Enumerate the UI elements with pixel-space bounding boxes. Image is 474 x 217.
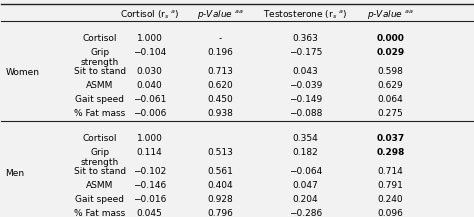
Text: Sit to stand: Sit to stand [74,167,126,176]
Text: Testosterone (r$_s$ $^{a}$): Testosterone (r$_s$ $^{a}$) [263,8,348,21]
Text: 0.040: 0.040 [137,81,163,90]
Text: 0.000: 0.000 [377,34,404,43]
Text: Women: Women [5,68,39,77]
Text: 0.620: 0.620 [208,81,233,90]
Text: Grip
strength: Grip strength [81,48,119,67]
Text: 0.298: 0.298 [376,148,405,157]
Text: 0.029: 0.029 [376,48,405,57]
Text: −0.061: −0.061 [133,95,166,104]
Text: −0.104: −0.104 [133,48,166,57]
Text: −0.039: −0.039 [289,81,322,90]
Text: −0.088: −0.088 [289,109,322,118]
Text: 0.928: 0.928 [208,195,233,204]
Text: Cortisol (r$_s$ $^{a}$): Cortisol (r$_s$ $^{a}$) [120,8,180,21]
Text: 0.513: 0.513 [208,148,233,157]
Text: −0.064: −0.064 [289,167,322,176]
Text: −0.175: −0.175 [289,48,322,57]
Text: 0.045: 0.045 [137,209,163,217]
Text: $p$-Value $^{aa}$: $p$-Value $^{aa}$ [367,8,414,21]
Text: 0.096: 0.096 [378,209,403,217]
Text: ASMM: ASMM [86,81,114,90]
Text: -: - [219,34,222,43]
Text: 0.629: 0.629 [378,81,403,90]
Text: 0.354: 0.354 [292,134,319,143]
Text: 0.796: 0.796 [208,209,233,217]
Text: $p$-Value $^{aa}$: $p$-Value $^{aa}$ [197,8,244,21]
Text: 0.714: 0.714 [378,167,403,176]
Text: 1.000: 1.000 [137,34,163,43]
Text: % Fat mass: % Fat mass [74,209,126,217]
Text: Gait speed: Gait speed [75,195,125,204]
Text: 0.204: 0.204 [293,195,319,204]
Text: Men: Men [5,169,25,178]
Text: −0.146: −0.146 [133,181,166,190]
Text: −0.286: −0.286 [289,209,322,217]
Text: 0.196: 0.196 [208,48,233,57]
Text: −0.016: −0.016 [133,195,166,204]
Text: 0.043: 0.043 [292,67,319,76]
Text: 0.114: 0.114 [137,148,163,157]
Text: 0.404: 0.404 [208,181,233,190]
Text: 0.037: 0.037 [376,134,405,143]
Text: 1.000: 1.000 [137,134,163,143]
Text: 0.030: 0.030 [137,67,163,76]
Text: ASMM: ASMM [86,181,114,190]
Text: 0.182: 0.182 [292,148,319,157]
Text: Gait speed: Gait speed [75,95,125,104]
Text: 0.450: 0.450 [208,95,233,104]
Text: 0.275: 0.275 [378,109,403,118]
Text: 0.047: 0.047 [292,181,319,190]
Text: 0.363: 0.363 [292,34,319,43]
Text: 0.938: 0.938 [208,109,233,118]
Text: 0.791: 0.791 [378,181,403,190]
Text: 0.561: 0.561 [208,167,233,176]
Text: 0.598: 0.598 [378,67,403,76]
Text: −0.102: −0.102 [133,167,166,176]
Text: Cortisol: Cortisol [82,34,117,43]
Text: Cortisol: Cortisol [82,134,117,143]
Text: −0.149: −0.149 [289,95,322,104]
Text: Sit to stand: Sit to stand [74,67,126,76]
Text: 0.713: 0.713 [208,67,233,76]
Text: 0.064: 0.064 [378,95,403,104]
Text: Grip
strength: Grip strength [81,148,119,167]
Text: 0.240: 0.240 [378,195,403,204]
Text: % Fat mass: % Fat mass [74,109,126,118]
Text: −0.006: −0.006 [133,109,166,118]
